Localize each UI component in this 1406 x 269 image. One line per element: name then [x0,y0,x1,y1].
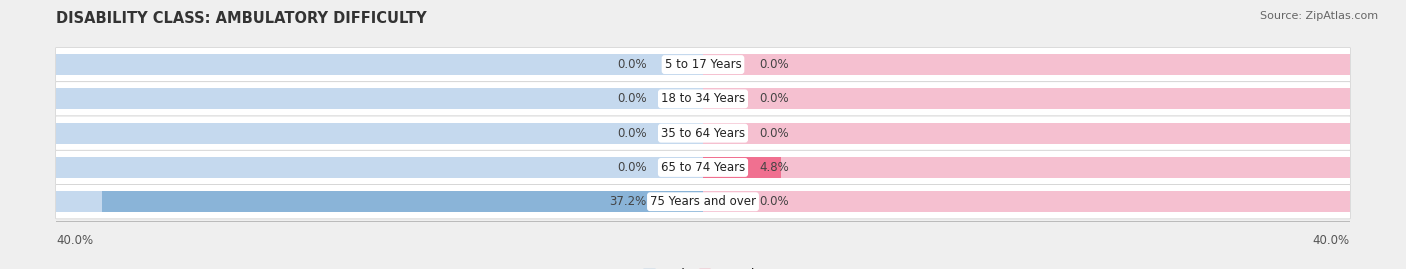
Text: 35 to 64 Years: 35 to 64 Years [661,127,745,140]
Legend: Male, Female: Male, Female [644,268,762,269]
Text: 0.0%: 0.0% [759,92,789,105]
FancyBboxPatch shape [56,150,1350,185]
Text: 0.0%: 0.0% [759,58,789,71]
Bar [703,122,1350,144]
Text: 75 Years and over: 75 Years and over [650,195,756,208]
Text: 40.0%: 40.0% [1313,234,1350,247]
Bar [101,191,703,212]
Bar [703,191,1350,212]
Bar [56,191,703,212]
Bar [703,157,780,178]
Bar [56,122,703,144]
Text: 0.0%: 0.0% [617,58,647,71]
Text: 5 to 17 Years: 5 to 17 Years [665,58,741,71]
Bar [703,54,1350,75]
Text: 0.0%: 0.0% [617,92,647,105]
Text: 0.0%: 0.0% [759,195,789,208]
FancyBboxPatch shape [56,82,1350,116]
Bar [703,157,1350,178]
Text: 18 to 34 Years: 18 to 34 Years [661,92,745,105]
FancyBboxPatch shape [56,116,1350,150]
Text: 0.0%: 0.0% [617,161,647,174]
FancyBboxPatch shape [56,185,1350,219]
Bar [56,54,703,75]
Bar [56,157,703,178]
Text: DISABILITY CLASS: AMBULATORY DIFFICULTY: DISABILITY CLASS: AMBULATORY DIFFICULTY [56,11,427,26]
Text: 40.0%: 40.0% [56,234,93,247]
Text: 65 to 74 Years: 65 to 74 Years [661,161,745,174]
Text: 37.2%: 37.2% [609,195,647,208]
Text: Source: ZipAtlas.com: Source: ZipAtlas.com [1260,11,1378,21]
FancyBboxPatch shape [56,47,1350,82]
Text: 0.0%: 0.0% [759,127,789,140]
Text: 0.0%: 0.0% [617,127,647,140]
Text: 4.8%: 4.8% [759,161,789,174]
Bar [703,88,1350,109]
Bar [56,88,703,109]
